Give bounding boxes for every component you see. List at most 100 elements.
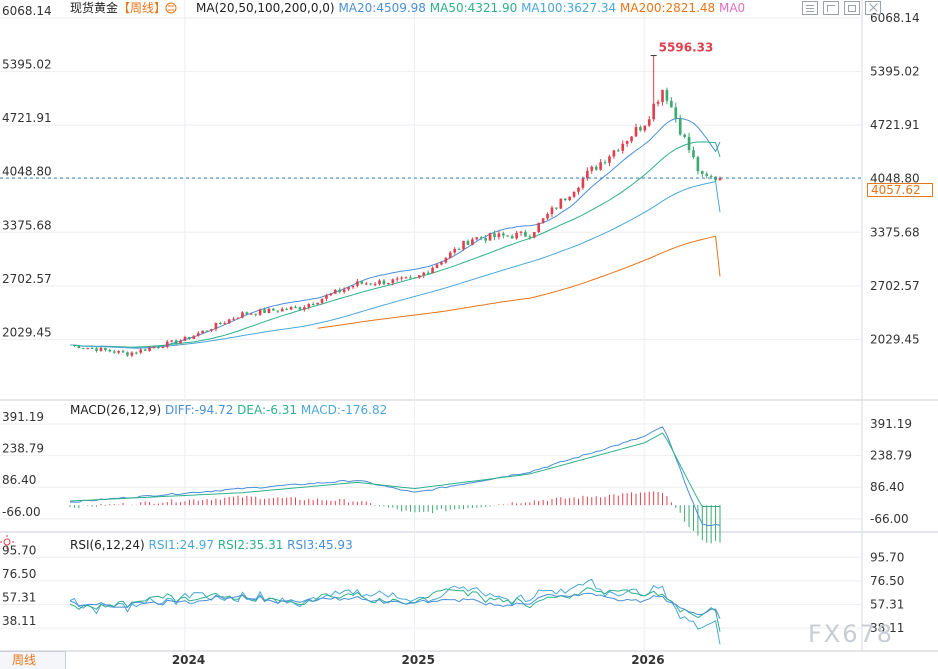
candle-body <box>519 231 523 233</box>
settings-icon[interactable] <box>802 1 818 15</box>
candle-body <box>404 277 408 279</box>
candle-body <box>590 166 594 171</box>
candle-body <box>612 150 616 157</box>
candle-body <box>360 281 364 284</box>
candle-body <box>674 107 678 120</box>
candle-body <box>258 309 262 315</box>
y-tick-label-left: 76.50 <box>2 567 36 581</box>
ma-line <box>70 117 721 349</box>
candle-body <box>497 233 501 238</box>
candle-body <box>232 318 235 320</box>
candle-body <box>692 150 695 158</box>
candle-body <box>121 351 125 353</box>
y-tick-label-right: 2702.57 <box>870 279 920 293</box>
y-tick-label-right: 86.40 <box>870 480 904 494</box>
candle-body <box>157 347 160 349</box>
y-tick-label-right: 2029.45 <box>870 332 920 346</box>
y-tick-label-left: 2029.45 <box>2 325 52 339</box>
y-tick-label-left: 95.70 <box>2 543 36 557</box>
candle-body <box>73 344 76 346</box>
candle-body <box>630 136 633 142</box>
candle-body <box>577 187 580 192</box>
y-tick-label-left: 5395.02 <box>2 58 52 72</box>
candle-body <box>391 279 395 284</box>
candle-body <box>214 323 218 330</box>
candle-body <box>652 103 655 120</box>
candle-body <box>135 352 138 354</box>
candle-body <box>373 284 377 286</box>
candle-body <box>400 277 403 279</box>
candle-body <box>625 141 629 144</box>
candle-body <box>435 264 439 268</box>
candle-body <box>559 198 563 209</box>
y-tick-label-right: 38.11 <box>870 621 904 635</box>
y-tick-label-right: 4048.80 <box>870 172 920 186</box>
candle-body <box>183 337 187 341</box>
candle-body <box>254 313 258 315</box>
candle-body <box>546 214 549 219</box>
candle-body <box>440 262 443 265</box>
swap-icon[interactable] <box>165 2 177 14</box>
y-tick-label-right: 4721.91 <box>870 118 920 132</box>
candle-body <box>700 171 704 174</box>
ma-line <box>70 181 721 349</box>
candle-body <box>351 285 355 288</box>
candle-body <box>333 289 337 294</box>
candle-body <box>413 277 417 279</box>
candle-body <box>572 191 576 197</box>
candlesticks <box>73 55 722 358</box>
candle-body <box>347 287 350 290</box>
candle-body <box>152 347 156 349</box>
candle-body <box>537 222 541 233</box>
candle-body <box>325 295 328 299</box>
candle-body <box>471 239 474 246</box>
candle-body <box>188 337 191 339</box>
candle-body <box>298 307 302 310</box>
candle-body <box>307 304 311 308</box>
candle-body <box>616 150 620 152</box>
candle-body <box>661 89 664 102</box>
candle-body <box>241 312 244 318</box>
candle-body <box>555 207 558 209</box>
y-tick-label-left: 4048.80 <box>2 165 52 179</box>
candle-body <box>718 178 722 181</box>
close-icon[interactable] <box>865 1 881 15</box>
period-tab[interactable]: 周线 <box>0 651 66 669</box>
candle-body <box>603 162 607 164</box>
candle-body <box>453 248 457 253</box>
candle-body <box>276 310 280 312</box>
ma-line <box>70 141 721 348</box>
watermark: FX678 <box>808 620 895 648</box>
rsi-legend: RSI(6,12,24) RSI1:24.97 RSI2:35.31 RSI3:… <box>70 538 353 552</box>
reset-icon[interactable] <box>823 1 839 15</box>
candle-body <box>104 347 107 350</box>
y-tick-label-right: 95.70 <box>870 550 904 564</box>
candle-body <box>311 304 315 306</box>
candle-body <box>678 119 682 135</box>
candle-body <box>126 352 129 356</box>
y-tick-label-right: 3375.68 <box>870 225 920 239</box>
candle-body <box>621 143 625 151</box>
candle-body <box>528 236 532 238</box>
x-tick-label: 2025 <box>402 653 435 667</box>
candle-body <box>696 157 700 172</box>
candle-body <box>687 136 691 151</box>
candle-body <box>223 323 227 325</box>
x-tick-label: 2026 <box>631 653 664 667</box>
candle-body <box>205 330 209 332</box>
candle-body <box>541 218 545 223</box>
candle-body <box>643 125 647 131</box>
candle-body <box>143 349 147 351</box>
y-tick-label-right: 76.50 <box>870 574 904 588</box>
y-tick-label-left: 391.19 <box>2 410 44 424</box>
candle-body <box>192 335 196 339</box>
sun-icon[interactable] <box>0 535 14 549</box>
moving-average-lines <box>70 117 721 349</box>
candle-body <box>90 347 94 349</box>
candle-body <box>683 134 686 137</box>
maximize-icon[interactable] <box>844 1 860 15</box>
rsi-line <box>69 592 721 619</box>
y-tick-label-left: 238.79 <box>2 442 44 456</box>
candle-body <box>227 319 231 324</box>
